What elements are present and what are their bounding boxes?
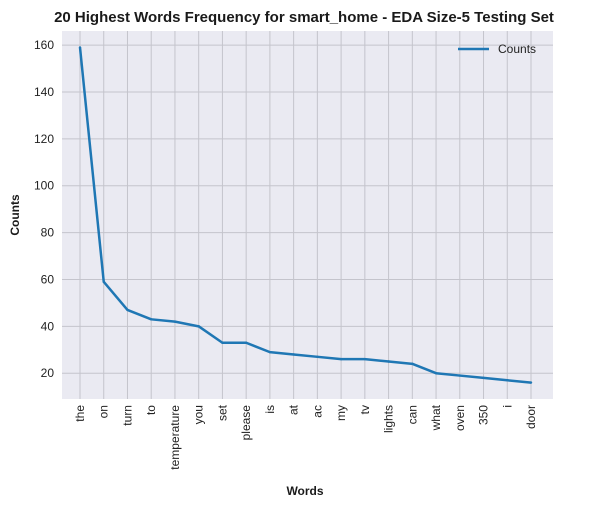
data-point [459,374,461,376]
x-tick-label: i [500,405,514,408]
data-point [174,320,176,322]
x-tick-label: my [334,405,348,421]
y-axis-ticks: 20 40 60 80 100 120 140 160 [34,38,54,380]
x-tick-label: ac [310,405,324,418]
x-tick-label: can [405,405,419,424]
x-axis-label: Words [286,484,323,498]
data-point [292,353,294,355]
y-tick-label: 60 [41,272,55,286]
data-point [150,318,152,320]
data-point [197,325,199,327]
x-tick-label: to [144,405,158,415]
x-tick-label: please [239,405,253,441]
data-point [411,363,413,365]
data-point [245,342,247,344]
data-point [387,360,389,362]
x-tick-label: door [524,405,538,429]
plot-area [62,31,553,399]
y-tick-label: 20 [41,366,55,380]
x-tick-label: at [287,404,301,415]
x-tick-label: is [263,405,277,414]
legend-label: Counts [498,42,536,56]
data-point [482,377,484,379]
x-tick-label: lights [382,405,396,433]
data-point [364,358,366,360]
x-tick-label: the [73,405,87,422]
y-tick-label: 160 [34,38,54,52]
y-axis-label: Counts [8,194,22,236]
data-point [269,351,271,353]
y-tick-label: 120 [34,132,54,146]
data-point [530,381,532,383]
data-point [316,356,318,358]
y-tick-label: 140 [34,85,54,99]
y-tick-label: 100 [34,179,54,193]
x-tick-label: you [192,405,206,424]
x-tick-label: on [97,405,111,418]
x-tick-label: temperature [168,405,182,470]
data-point [435,372,437,374]
x-tick-label: set [215,404,229,421]
data-point [103,281,105,283]
data-point [221,342,223,344]
x-tick-label: 350 [477,405,491,425]
x-axis-ticks: the on turn to temperature you set please is at ac… [73,404,538,469]
data-point [79,46,81,48]
x-tick-label: what [429,404,443,431]
y-tick-label: 40 [41,319,55,333]
chart-title: 20 Highest Words Frequency for smart_hom… [54,9,554,26]
data-point [506,379,508,381]
x-tick-label: tv [358,405,372,414]
y-tick-label: 80 [41,226,55,240]
x-tick-label: turn [120,405,134,426]
data-point [340,358,342,360]
x-tick-label: oven [453,405,467,431]
data-point [126,309,128,311]
